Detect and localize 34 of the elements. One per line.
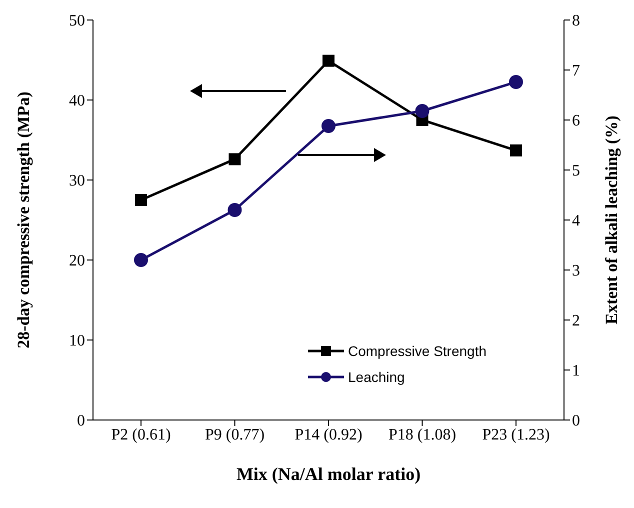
- x-tick-label: P23 (1.23): [482, 426, 550, 444]
- y2-tick-label: 5: [572, 162, 580, 180]
- x-axis-title: Mix (Na/Al molar ratio): [236, 464, 421, 484]
- y2-tick-label: 3: [572, 262, 580, 280]
- y-tick-label: 30: [69, 172, 85, 190]
- y-tick-label: 0: [77, 412, 85, 430]
- y-axis-title: 28-day compressive strength (MPa): [14, 92, 34, 348]
- y2-tick-label: 6: [572, 112, 580, 130]
- point: [415, 104, 430, 118]
- y2-tick-label: 0: [572, 412, 580, 430]
- x-tick-label: P9 (0.77): [204, 426, 265, 444]
- y2-tick-label: 4: [572, 212, 580, 230]
- x-tick-label: P18 (1.08): [388, 426, 456, 444]
- y2-tick-label: 1: [572, 362, 580, 380]
- point: [509, 75, 523, 89]
- point: [135, 194, 147, 206]
- y-tick-label: 20: [69, 252, 85, 270]
- point: [228, 153, 241, 166]
- y-tick-label: 10: [69, 332, 85, 350]
- point: [322, 119, 336, 133]
- point: [134, 253, 148, 267]
- y-tick-label: 50: [69, 12, 85, 30]
- legend-label: Leaching: [348, 369, 405, 385]
- point: [322, 54, 334, 67]
- y2-axis-title: Extent of alkali leaching (%): [602, 116, 622, 324]
- y2-tick-label: 7: [572, 62, 580, 80]
- x-tick-label: P2 (0.61): [111, 426, 171, 444]
- point: [228, 203, 242, 217]
- legend-label: Compressive Strength: [348, 343, 487, 359]
- y2-tick-label: 2: [572, 312, 580, 330]
- x-tick-label: P14 (0.92): [294, 426, 362, 444]
- y2-tick-label: 8: [572, 12, 580, 30]
- point: [510, 144, 522, 156]
- y-tick-label: 40: [69, 92, 85, 110]
